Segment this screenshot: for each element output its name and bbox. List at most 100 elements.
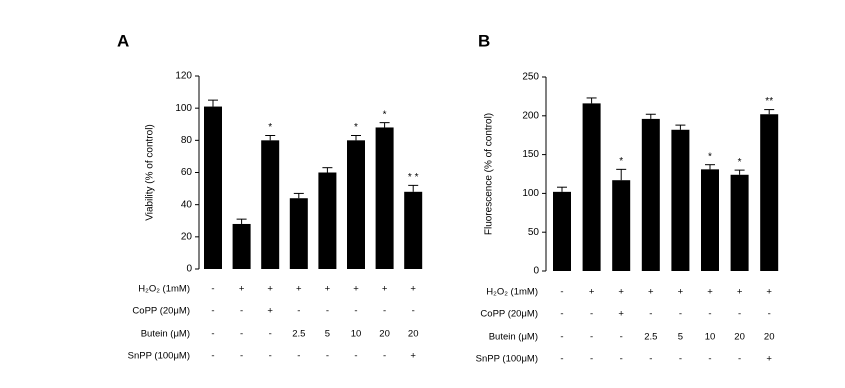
bar — [375, 127, 394, 269]
condition-value: + — [296, 284, 302, 295]
y-tick-label: 50 — [528, 227, 540, 238]
condition-label: H₂O₂ (1mM) — [486, 287, 538, 298]
bar — [204, 106, 222, 269]
condition-value: - — [297, 351, 300, 362]
condition-value: 5 — [325, 329, 330, 340]
condition-value: - — [590, 309, 593, 320]
condition-value: 20 — [734, 332, 745, 343]
condition-value: - — [620, 354, 623, 365]
bar — [641, 118, 660, 272]
condition-value: - — [649, 354, 652, 365]
condition-value: - — [620, 332, 623, 343]
condition-value: + — [678, 287, 684, 298]
significance-label: * — [708, 151, 712, 162]
condition-label: CoPP (20μM) — [480, 309, 538, 320]
condition-value: - — [560, 354, 563, 365]
condition-value: - — [297, 306, 300, 317]
condition-value: - — [211, 329, 214, 340]
condition-value: - — [211, 306, 214, 317]
condition-value: - — [354, 351, 357, 362]
significance-label: * — [354, 122, 358, 133]
y-tick-label: 250 — [522, 72, 539, 83]
condition-label: Butein (μM) — [489, 332, 538, 343]
condition-value: - — [412, 306, 415, 317]
y-tick-label: 150 — [522, 149, 539, 160]
significance-label: * — [268, 122, 272, 133]
condition-value: - — [738, 354, 741, 365]
bar — [553, 191, 571, 271]
condition-value: + — [410, 284, 416, 295]
condition-value: - — [326, 306, 329, 317]
y-tick-label: 20 — [181, 231, 193, 242]
condition-value: + — [267, 284, 273, 295]
condition-label: CoPP (20μM) — [132, 306, 190, 317]
condition-value: - — [708, 309, 711, 320]
y-tick-label: 100 — [175, 103, 192, 114]
condition-value: - — [560, 287, 563, 298]
condition-value: 20 — [408, 329, 419, 340]
condition-value: + — [239, 284, 245, 295]
condition-value: - — [211, 351, 214, 362]
condition-value: - — [326, 351, 329, 362]
condition-value: 5 — [678, 332, 683, 343]
condition-value: 10 — [351, 329, 362, 340]
bar — [232, 223, 251, 269]
condition-value: + — [410, 351, 416, 362]
condition-value: + — [618, 287, 624, 298]
y-tick-label: 40 — [181, 199, 193, 210]
condition-value: 2.5 — [644, 332, 657, 343]
condition-value: - — [708, 354, 711, 365]
condition-value: - — [679, 309, 682, 320]
significance-label: * * — [408, 172, 419, 183]
significance-label: * — [383, 109, 387, 120]
y-axis-label: Fluorescence (% of control) — [484, 113, 495, 235]
condition-value: - — [590, 354, 593, 365]
condition-value: 2.5 — [292, 329, 305, 340]
condition-value: - — [383, 351, 386, 362]
condition-value: - — [240, 306, 243, 317]
condition-value: - — [768, 309, 771, 320]
y-axis-label: Viability (% of control) — [145, 124, 156, 221]
bar — [760, 114, 779, 271]
condition-value: + — [766, 354, 772, 365]
condition-value: + — [589, 287, 595, 298]
condition-value: 10 — [705, 332, 716, 343]
condition-value: - — [738, 309, 741, 320]
condition-value: + — [618, 309, 624, 320]
condition-value: + — [737, 287, 743, 298]
significance-label: * — [619, 156, 623, 167]
condition-value: - — [560, 309, 563, 320]
panel-letter: A — [117, 31, 129, 50]
condition-value: + — [707, 287, 713, 298]
y-tick-label: 80 — [181, 135, 193, 146]
y-tick-label: 0 — [186, 264, 192, 275]
y-tick-label: 120 — [175, 71, 192, 82]
condition-value: 20 — [379, 329, 390, 340]
condition-value: - — [383, 306, 386, 317]
bar — [289, 198, 308, 269]
y-tick-label: 200 — [522, 110, 539, 121]
condition-value: - — [269, 351, 272, 362]
condition-value: 20 — [764, 332, 775, 343]
y-tick-label: 100 — [522, 188, 539, 199]
condition-label: Butein (μM) — [141, 329, 190, 340]
significance-label: ** — [765, 96, 773, 107]
bar — [318, 172, 337, 269]
condition-value: - — [240, 329, 243, 340]
bar — [582, 103, 601, 271]
condition-value: + — [353, 284, 359, 295]
condition-value: + — [648, 287, 654, 298]
condition-value: + — [382, 284, 388, 295]
condition-value: + — [325, 284, 331, 295]
bar — [671, 129, 690, 271]
bar — [701, 169, 719, 271]
y-tick-label: 0 — [533, 266, 539, 277]
bar — [347, 140, 365, 269]
condition-value: - — [590, 332, 593, 343]
bar — [612, 180, 631, 271]
condition-label: SnPP (100μM) — [476, 354, 538, 365]
condition-label: H₂O₂ (1mM) — [138, 284, 190, 295]
y-tick-label: 60 — [181, 167, 193, 178]
condition-value: + — [766, 287, 772, 298]
